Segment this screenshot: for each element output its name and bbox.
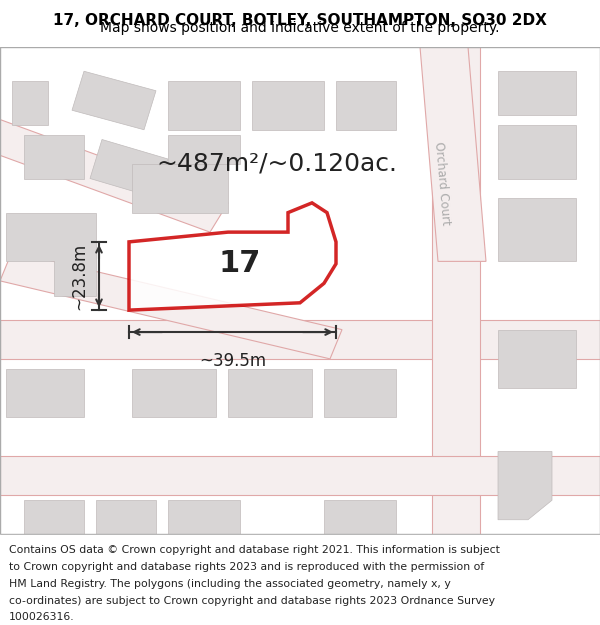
Polygon shape <box>129 203 336 310</box>
Polygon shape <box>228 369 312 418</box>
Text: 17, ORCHARD COURT, BOTLEY, SOUTHAMPTON, SO30 2DX: 17, ORCHARD COURT, BOTLEY, SOUTHAMPTON, … <box>53 13 547 28</box>
Polygon shape <box>324 369 396 418</box>
Text: 17: 17 <box>219 249 261 278</box>
Polygon shape <box>336 81 396 130</box>
Text: ~23.8m: ~23.8m <box>70 242 88 309</box>
Polygon shape <box>324 500 396 534</box>
Text: ~487m²/~0.120ac.: ~487m²/~0.120ac. <box>156 152 397 176</box>
Polygon shape <box>498 451 552 520</box>
Polygon shape <box>168 134 240 164</box>
Polygon shape <box>498 329 576 388</box>
Polygon shape <box>72 71 156 130</box>
Polygon shape <box>132 164 228 212</box>
Polygon shape <box>24 500 84 534</box>
Text: HM Land Registry. The polygons (including the associated geometry, namely x, y: HM Land Registry. The polygons (includin… <box>9 579 451 589</box>
Polygon shape <box>0 456 600 496</box>
Polygon shape <box>6 213 96 296</box>
Polygon shape <box>90 139 168 198</box>
Polygon shape <box>0 320 600 359</box>
Polygon shape <box>6 369 84 418</box>
Polygon shape <box>168 500 240 534</box>
Text: ~39.5m: ~39.5m <box>199 351 266 369</box>
Polygon shape <box>168 81 240 130</box>
Polygon shape <box>498 198 576 261</box>
Polygon shape <box>498 125 576 179</box>
Polygon shape <box>420 47 486 261</box>
Polygon shape <box>0 115 228 232</box>
Text: co-ordinates) are subject to Crown copyright and database rights 2023 Ordnance S: co-ordinates) are subject to Crown copyr… <box>9 596 495 606</box>
Polygon shape <box>0 252 342 359</box>
Text: Map shows position and indicative extent of the property.: Map shows position and indicative extent… <box>100 21 500 35</box>
Polygon shape <box>498 71 576 115</box>
Text: Contains OS data © Crown copyright and database right 2021. This information is : Contains OS data © Crown copyright and d… <box>9 545 500 555</box>
Polygon shape <box>12 81 48 125</box>
Text: 100026316.: 100026316. <box>9 612 74 622</box>
Polygon shape <box>132 369 216 418</box>
Polygon shape <box>252 81 324 130</box>
Polygon shape <box>96 500 156 534</box>
Polygon shape <box>432 47 480 534</box>
Text: to Crown copyright and database rights 2023 and is reproduced with the permissio: to Crown copyright and database rights 2… <box>9 562 484 572</box>
Polygon shape <box>24 134 84 179</box>
Text: Orchard Court: Orchard Court <box>432 141 452 226</box>
